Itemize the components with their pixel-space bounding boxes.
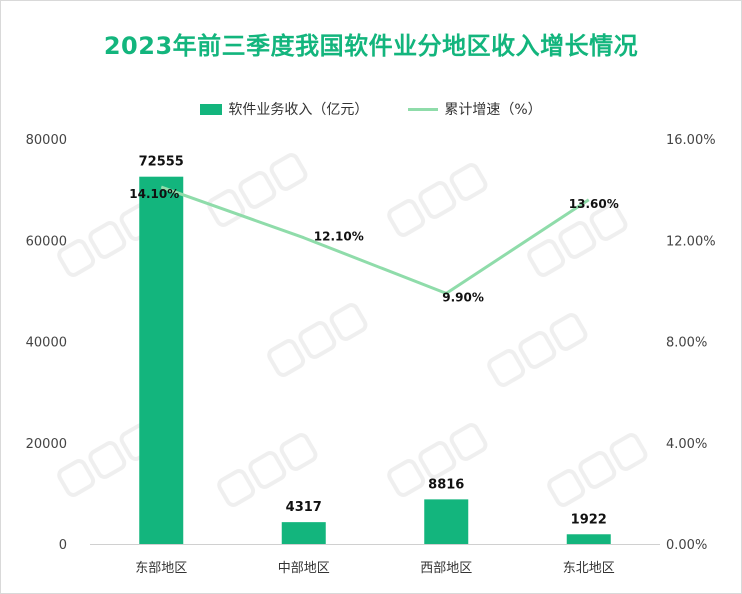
chart-legend: 软件业务收入（亿元） 累计增速（%） — [0, 98, 742, 120]
right-axis-tick-label: 16.00% — [666, 133, 716, 148]
left-axis-tick-label: 40000 — [26, 336, 67, 351]
bar-series — [139, 176, 611, 544]
right-axis-tick-label: 12.00% — [666, 234, 716, 249]
right-axis-tick-label: 4.00% — [666, 437, 707, 452]
bar — [566, 534, 611, 544]
bar-data-labels: 72555 4317 8816 1922 — [139, 155, 607, 528]
left-axis: 0 20000 40000 60000 80000 — [26, 133, 67, 553]
left-axis-tick-label: 80000 — [26, 133, 67, 148]
line-data-label: 14.10% — [129, 187, 179, 201]
right-axis-tick-label: 8.00% — [666, 336, 707, 351]
bar — [139, 176, 184, 544]
legend-label-revenue: 软件业务收入（亿元） — [228, 102, 369, 118]
line-data-label: 13.60% — [569, 197, 619, 211]
legend-item-growth[interactable]: 累计增速（%） — [408, 99, 542, 119]
right-axis: 0.00% 4.00% 8.00% 12.00% 16.00% — [666, 133, 716, 553]
legend-label-growth: 累计增速（%） — [444, 102, 542, 118]
right-axis-tick-label: 0.00% — [666, 538, 707, 553]
line-data-label: 9.90% — [442, 290, 484, 304]
bar-data-label: 4317 — [286, 500, 322, 515]
bar — [424, 499, 469, 544]
bar-data-label: 1922 — [571, 512, 607, 527]
left-axis-tick-label: 0 — [59, 538, 67, 553]
chart-title: 2023年前三季度我国软件业分地区收入增长情况 — [103, 32, 639, 60]
bar-data-label: 8816 — [428, 477, 464, 492]
line-series — [160, 185, 590, 295]
line-data-label: 12.10% — [314, 230, 364, 244]
category-label: 中部地区 — [278, 561, 330, 576]
category-labels: 东部地区 中部地区 西部地区 东北地区 — [135, 561, 615, 576]
left-axis-tick-label: 60000 — [26, 234, 67, 249]
line-data-labels: 14.10% 12.10% 9.90% 13.60% — [129, 187, 618, 304]
legend-swatch-bar — [200, 103, 223, 115]
left-axis-tick-label: 20000 — [26, 437, 67, 452]
legend-item-revenue[interactable]: 软件业务收入（亿元） — [200, 99, 368, 119]
bar-data-label: 72555 — [139, 155, 184, 170]
growth-line — [160, 185, 590, 295]
bar — [281, 522, 326, 544]
category-label: 东北地区 — [563, 561, 615, 576]
legend-swatch-line — [408, 107, 439, 111]
category-label: 西部地区 — [420, 561, 472, 576]
category-label: 东部地区 — [135, 561, 187, 576]
